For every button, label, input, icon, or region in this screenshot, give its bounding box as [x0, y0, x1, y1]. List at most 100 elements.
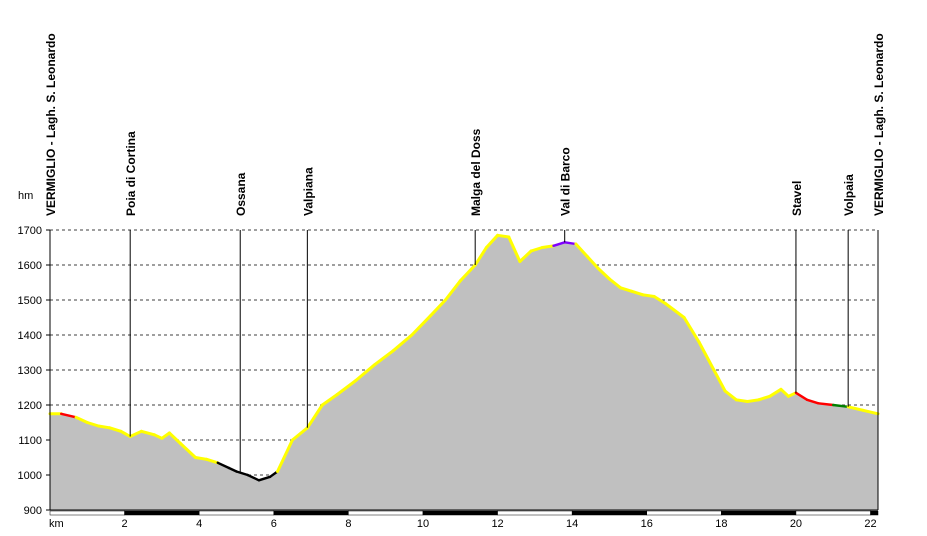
- profile-segment: [861, 408, 880, 416]
- km-scale-segment: [348, 510, 424, 516]
- elevation-area: [50, 235, 878, 511]
- profile-segment: [529, 246, 544, 253]
- x-axis-label: km: [49, 518, 64, 530]
- x-tick-label: 2: [122, 518, 128, 530]
- profile-segment: [682, 316, 701, 344]
- x-tick-label: 20: [790, 518, 802, 530]
- km-scale-segment: [273, 510, 349, 516]
- x-tick-label: 12: [491, 518, 503, 530]
- profile-segment: [194, 456, 209, 461]
- profile-segment: [518, 249, 533, 263]
- profile-segment: [205, 457, 220, 465]
- x-tick-label: 16: [641, 518, 653, 530]
- profile-segment: [458, 263, 477, 283]
- profile-segment: [119, 429, 132, 438]
- y-tick-label: 1100: [18, 435, 42, 447]
- profile-segment: [108, 426, 123, 433]
- profile-segment: [216, 461, 231, 470]
- x-tick-label: 8: [345, 518, 351, 530]
- profile-segment: [757, 394, 772, 402]
- profile-segment: [335, 379, 358, 396]
- profile-segment: [563, 241, 578, 246]
- profile-segment: [641, 293, 656, 298]
- waypoint-label: Stavel: [790, 181, 804, 216]
- profile-segment: [574, 242, 589, 258]
- km-scale-segment: [124, 510, 200, 516]
- profile-segment: [779, 387, 790, 398]
- km-scale-segment: [198, 510, 275, 516]
- y-tick-label: 1300: [18, 365, 42, 377]
- y-tick-label: 1400: [18, 330, 42, 342]
- profile-segment: [832, 403, 850, 408]
- profile-segment: [179, 442, 197, 459]
- profile-segment: [734, 398, 749, 403]
- profile-segment: [246, 473, 261, 482]
- y-tick-label: 1200: [18, 400, 42, 412]
- profile-segment: [410, 314, 432, 337]
- km-scale-segment: [870, 510, 879, 516]
- profile-segment: [596, 267, 611, 281]
- profile-segment: [652, 295, 667, 305]
- x-tick-label: 10: [417, 518, 429, 530]
- profile-segment: [428, 298, 447, 318]
- profile-segment: [697, 340, 716, 372]
- profile-segment: [552, 241, 566, 248]
- profile-segment: [235, 470, 249, 477]
- waypoint-label: Valpiana: [301, 167, 315, 216]
- elevation-line: [48, 233, 880, 482]
- profile-segment: [268, 470, 279, 478]
- profile-segment: [540, 244, 555, 249]
- profile-segment: [276, 438, 294, 473]
- profile-segment: [817, 402, 835, 407]
- profile-segment: [227, 466, 238, 473]
- profile-segment: [60, 412, 78, 419]
- profile-segment: [768, 387, 783, 398]
- profile-segment: [712, 368, 727, 393]
- x-tick-label: 14: [566, 518, 578, 530]
- y-tick-label: 1700: [18, 225, 42, 237]
- profile-segment: [320, 393, 339, 407]
- waypoint-label: VERMIGLIO - Lagh. S. Leonardo: [872, 33, 886, 216]
- profile-segment: [443, 279, 462, 302]
- km-scale-segment: [571, 510, 648, 516]
- waypoint-markers: VERMIGLIO - Lagh. S. Leonardo Poia di Cor…: [44, 33, 886, 473]
- profile-segment: [619, 286, 634, 293]
- km-scale-segment: [721, 510, 797, 516]
- km-scale-segment: [422, 510, 498, 516]
- profile-segment: [787, 391, 798, 398]
- y-tick-label: 1000: [18, 470, 42, 482]
- profile-segment: [484, 233, 500, 249]
- profile-segment: [473, 246, 488, 267]
- profile-segment: [139, 429, 156, 437]
- profile-segment: [608, 277, 623, 290]
- km-scale-segment: [646, 510, 722, 516]
- profile-segment: [391, 333, 414, 353]
- waypoint-label: Volpaia: [842, 174, 856, 216]
- x-tick-label: 6: [271, 518, 277, 530]
- x-tick-label: 4: [196, 518, 202, 530]
- profile-segment: [723, 389, 738, 402]
- profile-segment: [805, 398, 820, 405]
- profile-segment: [630, 289, 645, 297]
- waypoint-label: VERMIGLIO - Lagh. S. Leonardo: [44, 33, 58, 216]
- tick-labels: 900 1000 1100 1200 1300 1400 1500 1600 1700 2 4 6 8 1…: [18, 225, 877, 530]
- profile-segment: [507, 235, 522, 263]
- profile-segment: [74, 415, 89, 424]
- profile-segment: [846, 405, 865, 412]
- profile-segment: [585, 254, 600, 270]
- profile-segment: [496, 233, 511, 239]
- km-scale-segment: [795, 510, 871, 516]
- profile-segment: [354, 363, 376, 382]
- y-tick-label: 1600: [18, 260, 42, 272]
- waypoint-label: Ossana: [234, 172, 248, 216]
- y-tick-label: 1500: [18, 295, 42, 307]
- waypoint-label: Val di Barco: [559, 147, 573, 216]
- y-tick-label: 900: [24, 505, 42, 517]
- profile-segment: [97, 424, 112, 430]
- y-axis-label: hm: [18, 190, 33, 202]
- profile-segment: [663, 302, 686, 319]
- profile-segment: [257, 475, 272, 482]
- profile-segment: [746, 398, 761, 403]
- profile-segment: [373, 349, 395, 367]
